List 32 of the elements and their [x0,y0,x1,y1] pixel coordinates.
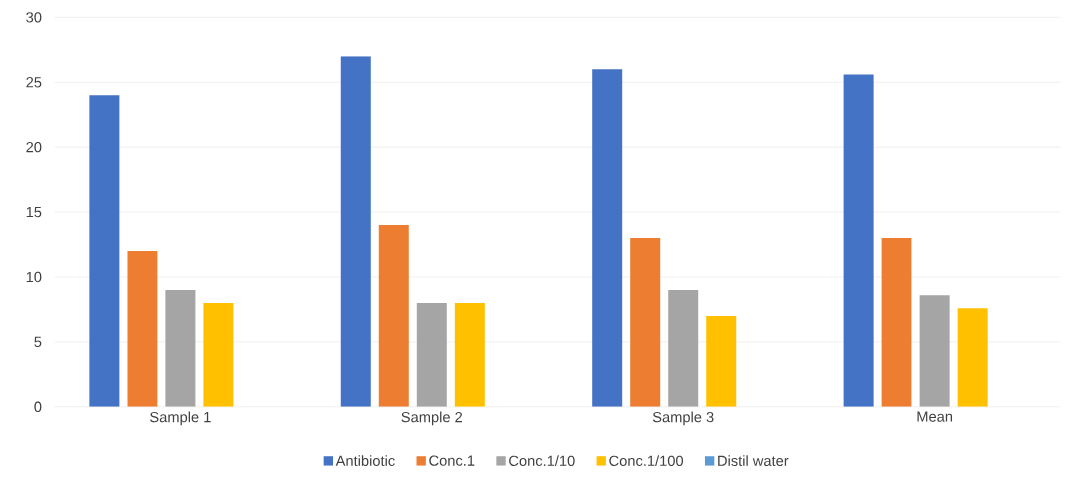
bar [454,302,485,407]
bar [203,302,234,407]
legend-label: Distil water [718,455,789,466]
bar [881,237,912,407]
y-tick-label: 25 [26,77,42,88]
y-tick-label: 0 [34,401,42,412]
legend-label: Conc.1/10 [509,455,575,466]
x-tick-label: Mean [917,411,953,422]
bar [378,224,409,407]
bar [127,250,158,407]
legend-label: Conc.1 [429,455,475,466]
bar [957,308,988,407]
y-tick-label: 20 [26,141,42,153]
bar [843,74,874,407]
bar [592,69,623,407]
y-tick-label: 15 [26,206,42,218]
bar [165,289,196,407]
x-tick-label: Sample 3 [652,411,714,426]
legend-label: Conc.1/100 [609,455,684,466]
bar [416,302,447,407]
bar [919,295,950,407]
bar [340,56,371,407]
y-tick-label: 30 [26,12,42,23]
bar [630,237,661,407]
bar [89,95,120,407]
y-tick-label: 10 [26,271,42,283]
x-tick-label: Sample 2 [401,411,463,426]
x-tick-label: Sample 1 [150,411,211,426]
bar [668,289,699,407]
legend-label: Antibiotic [335,455,395,466]
bar [706,315,737,407]
y-tick-label: 5 [34,336,42,347]
